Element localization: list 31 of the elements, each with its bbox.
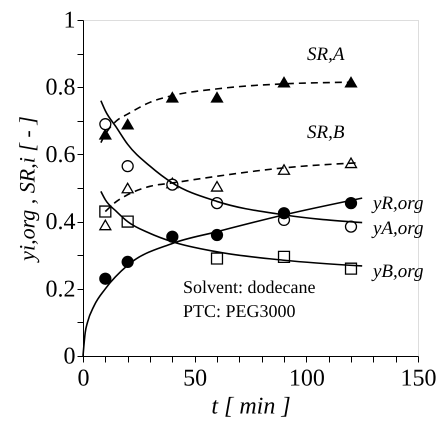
y-tick-label: 0.8	[46, 74, 76, 101]
x-axis-title: t [ min ]	[211, 394, 291, 420]
point	[210, 180, 224, 192]
point	[278, 164, 290, 175]
point	[122, 182, 134, 194]
y-tick-label: 0	[64, 344, 76, 370]
point	[99, 220, 112, 230]
annotation: yB,org	[371, 261, 424, 282]
point	[210, 252, 224, 265]
annotation: Solvent: dodecane	[183, 277, 316, 297]
point	[99, 272, 112, 285]
point	[99, 118, 112, 130]
x-tick-label: 150	[400, 366, 436, 392]
annotation: SR,A	[307, 44, 345, 65]
y-tick-label: 0.4	[46, 209, 76, 236]
y-tick-label: 1	[64, 8, 76, 34]
annotation: yA,org	[371, 218, 424, 239]
y-axis-title: yi,org , SR,i [ - ]	[14, 116, 40, 263]
y-tick-label: 0.6	[46, 142, 76, 168]
annotation: SR,B	[307, 122, 345, 143]
point	[166, 230, 178, 243]
x-tick-label: 100	[288, 366, 325, 392]
point	[210, 92, 224, 103]
annotation: PTC: PEG3000	[183, 301, 296, 321]
point	[344, 220, 358, 233]
point	[122, 160, 134, 172]
annotation: yR,org	[371, 193, 424, 214]
x-tick-label: 50	[183, 366, 208, 392]
point	[122, 118, 134, 130]
y-tick-label: 0.2	[46, 276, 76, 302]
point	[278, 76, 290, 88]
